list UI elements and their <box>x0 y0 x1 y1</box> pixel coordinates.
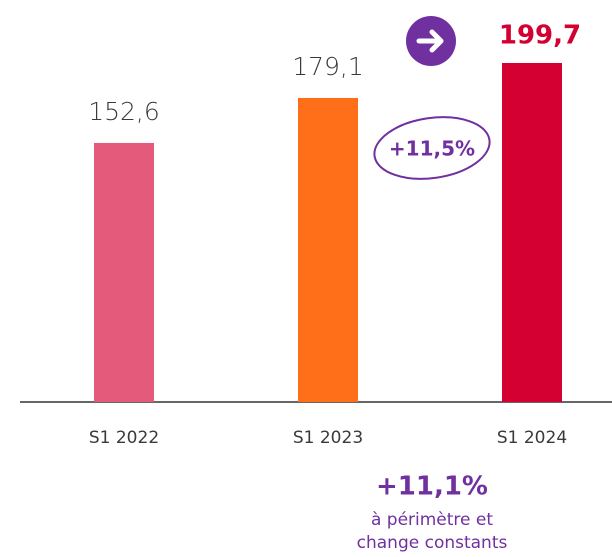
arrow-icon <box>406 16 456 66</box>
value-label: 199,7 <box>499 21 581 51</box>
bar <box>502 63 562 402</box>
growth-label: +11,5% <box>389 137 475 161</box>
bar <box>298 97 358 402</box>
growth-circle <box>373 116 491 180</box>
organic-note: change constants <box>357 533 508 553</box>
organic-note: à périmètre et <box>371 510 493 530</box>
x-tick-label: S1 2022 <box>89 428 159 448</box>
x-tick-label: S1 2023 <box>293 428 363 448</box>
value-label: 179,1 <box>292 52 364 81</box>
bar <box>94 142 154 402</box>
x-tick-label: S1 2024 <box>497 428 567 448</box>
organic-growth: +11,1% <box>376 472 488 502</box>
value-label: 152,6 <box>88 97 160 126</box>
